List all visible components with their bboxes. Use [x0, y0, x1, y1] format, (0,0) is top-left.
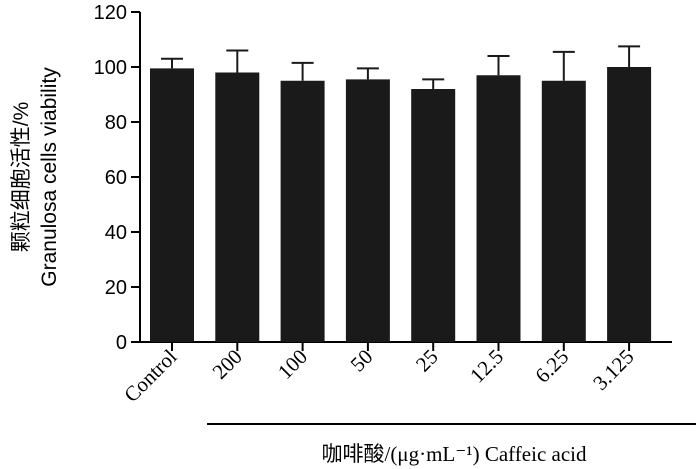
x-category-label: 6.25 [530, 345, 573, 388]
y-tick-label: 20 [105, 277, 127, 299]
bar [476, 75, 521, 342]
y-tick-label: 100 [94, 57, 127, 79]
y-tick-label: 0 [116, 332, 127, 354]
y-tick-label: 80 [105, 112, 127, 134]
y-axis-title-cn: 颗粒细胞活性/% [10, 102, 33, 253]
x-category-label: 3.125 [588, 345, 638, 395]
x-category-label: 200 [208, 345, 247, 384]
bar [215, 72, 260, 342]
y-tick-label: 60 [105, 167, 127, 189]
y-tick-label: 120 [94, 2, 127, 24]
bar [607, 67, 652, 342]
bars [150, 67, 652, 342]
x-category-label: 50 [346, 345, 378, 377]
bar [411, 89, 456, 342]
bar [541, 80, 586, 342]
error-bars [161, 45, 641, 89]
y-axis-title: 颗粒细胞活性/% Granulosa cells viability [10, 67, 61, 287]
y-axis: 0 20 40 60 80 100 120 [94, 2, 141, 354]
bar [280, 80, 325, 342]
y-ticks: 0 20 40 60 80 100 120 [94, 2, 140, 354]
y-tick-label: 40 [105, 222, 127, 244]
x-axis-title: 咖啡酸/(μg·mL⁻¹) Caffeic acid [321, 442, 587, 466]
x-category-label: Control [119, 344, 181, 406]
x-ticks: Control 200 100 50 25 12.5 6.25 3.125 [119, 342, 639, 407]
bar [345, 79, 390, 342]
x-category-label: 25 [411, 345, 443, 377]
bar [150, 68, 194, 342]
x-category-label: 100 [273, 345, 312, 384]
x-category-label: 12.5 [465, 345, 508, 388]
y-axis-title-en: Granulosa cells viability [38, 67, 61, 287]
